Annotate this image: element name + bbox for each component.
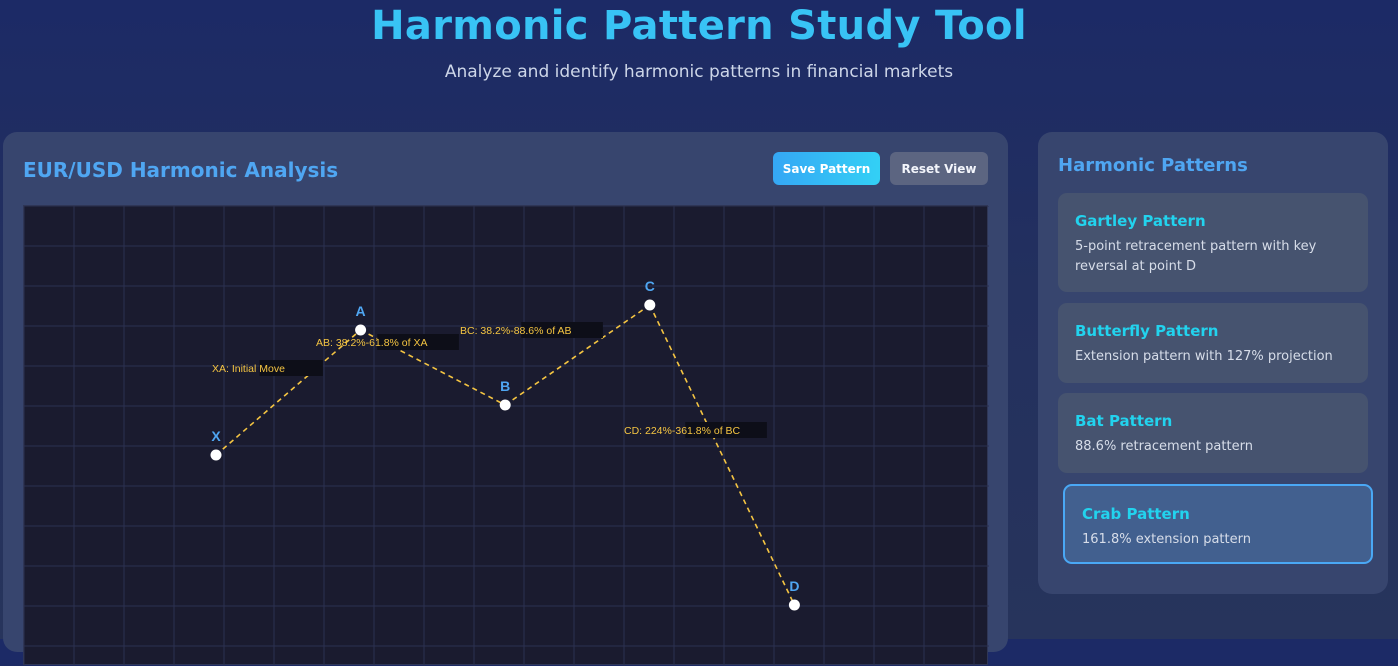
point-b	[499, 399, 511, 411]
pattern-description: 161.8% extension pattern	[1082, 532, 1251, 547]
point-label-x: X	[211, 428, 221, 444]
point-d	[788, 599, 800, 611]
pattern-card-bat[interactable]: Bat Pattern 88.6% retracement pattern	[1058, 393, 1368, 473]
pattern-name: Crab Pattern	[1082, 505, 1190, 523]
pattern-leg-cd	[649, 304, 796, 606]
pattern-card-crab[interactable]: Crab Pattern 161.8% extension pattern	[1063, 484, 1373, 564]
annotation-background	[377, 334, 459, 350]
annotation-bc: BC: 38.2%-88.6% of AB	[460, 325, 571, 337]
page-subtitle: Analyze and identify harmonic patterns i…	[444, 62, 954, 82]
analysis-panel: EUR/USD Harmonic Analysis Save Pattern R…	[3, 132, 1008, 666]
sidebar-title: Harmonic Patterns	[1058, 155, 1248, 176]
analysis-title: EUR/USD Harmonic Analysis	[23, 158, 339, 182]
point-a	[355, 324, 367, 336]
point-label-c: C	[645, 278, 655, 294]
save-pattern-button[interactable]: Save Pattern	[773, 152, 880, 185]
patterns-sidebar: Harmonic Patterns Gartley Pattern 5-poin…	[1038, 132, 1388, 594]
point-x	[210, 449, 222, 461]
pattern-name: Bat Pattern	[1075, 412, 1173, 430]
annotation-ab: AB: 38.2%-61.8% of XA	[316, 337, 427, 349]
pattern-leg-xa	[215, 329, 362, 456]
reset-view-button[interactable]: Reset View	[890, 152, 988, 185]
annotation-background	[259, 360, 323, 376]
pattern-card-butterfly[interactable]: Butterfly Pattern Extension pattern with…	[1058, 303, 1368, 383]
pattern-card-gartley[interactable]: Gartley Pattern 5-point retracement patt…	[1058, 193, 1368, 292]
annotation-xa: XA: Initial Move	[212, 363, 285, 375]
pattern-leg-bc	[504, 304, 651, 406]
pattern-name: Gartley Pattern	[1075, 212, 1206, 230]
page-title: Harmonic Pattern Study Tool	[371, 3, 1027, 49]
annotation-cd: CD: 224%-361.8% of BC	[624, 425, 741, 437]
pattern-description: 5-point retracement pattern with key rev…	[1075, 239, 1317, 274]
chart-canvas: XA: Initial Move AB: 38.2%-61.8% of XA BC:…	[24, 206, 989, 666]
annotation-background	[521, 322, 603, 338]
pattern-name: Butterfly Pattern	[1075, 322, 1219, 340]
harmonic-chart[interactable]: XA: Initial Move AB: 38.2%-61.8% of XA BC:…	[23, 205, 989, 666]
point-c	[644, 299, 656, 311]
pattern-description: Extension pattern with 127% projection	[1075, 349, 1333, 364]
point-label-a: A	[356, 303, 366, 319]
annotation-background	[685, 422, 767, 438]
pattern-description: 88.6% retracement pattern	[1075, 439, 1253, 454]
point-label-d: D	[789, 578, 799, 594]
point-label-b: B	[500, 378, 510, 394]
